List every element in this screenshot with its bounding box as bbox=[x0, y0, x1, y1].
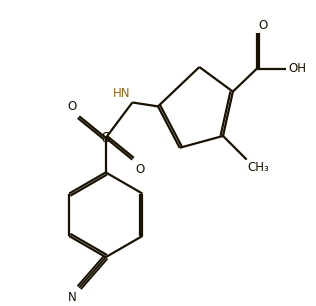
Text: O: O bbox=[135, 162, 145, 176]
Text: OH: OH bbox=[288, 62, 306, 76]
Text: O: O bbox=[258, 19, 268, 32]
Text: S: S bbox=[101, 131, 110, 145]
Text: O: O bbox=[67, 100, 76, 113]
Text: N: N bbox=[68, 291, 76, 304]
Text: HN: HN bbox=[113, 88, 131, 100]
Text: CH₃: CH₃ bbox=[248, 161, 270, 174]
